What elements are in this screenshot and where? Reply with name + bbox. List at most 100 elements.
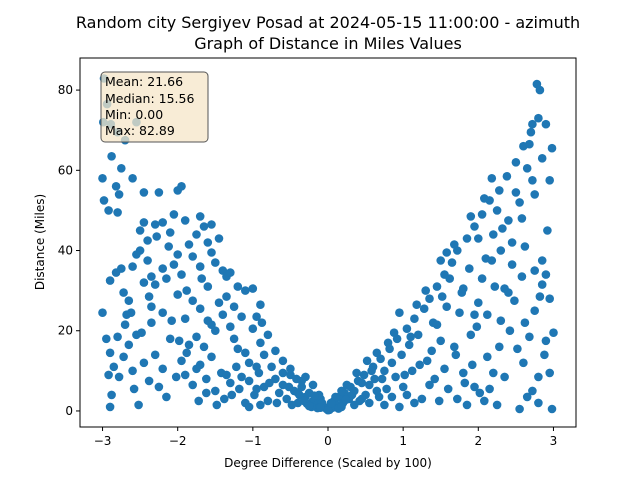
data-point (222, 292, 231, 301)
data-point (98, 308, 107, 318)
data-point (537, 280, 547, 289)
data-point (135, 226, 145, 235)
data-point (459, 284, 468, 293)
data-point (199, 222, 209, 231)
data-point (525, 139, 534, 149)
data-point (162, 392, 171, 402)
data-point (352, 368, 361, 378)
data-point (128, 366, 137, 376)
data-point (169, 260, 179, 269)
data-point (391, 372, 400, 382)
data-point (474, 234, 483, 243)
data-point (271, 346, 280, 356)
data-point (359, 370, 369, 380)
data-point (154, 382, 164, 392)
chart-title-line1: Random city Sergiyev Posad at 2024-05-15… (76, 13, 580, 32)
data-point (139, 188, 149, 197)
data-point (194, 396, 203, 406)
data-point (124, 296, 134, 306)
data-point (107, 390, 116, 400)
data-point (154, 188, 164, 197)
data-point (105, 276, 115, 285)
data-point (263, 396, 273, 406)
stats-box-background (100, 71, 209, 143)
data-point (323, 405, 333, 415)
data-points (98, 74, 558, 415)
data-point (387, 392, 397, 402)
stats-max: Max: 82.89 (105, 123, 175, 138)
data-point (483, 310, 492, 320)
data-point (114, 372, 124, 382)
data-point (233, 344, 243, 354)
data-point (410, 314, 419, 324)
data-point (522, 392, 532, 402)
data-point (517, 272, 527, 281)
data-point (480, 194, 489, 203)
data-point (150, 220, 160, 229)
data-point (380, 400, 389, 410)
data-point (299, 396, 309, 406)
data-point (286, 364, 295, 374)
data-point (450, 342, 459, 352)
data-point (107, 152, 116, 161)
data-point (158, 364, 167, 374)
data-point (515, 404, 524, 414)
x-tick-label: 2 (474, 434, 482, 448)
data-point (437, 292, 447, 301)
data-point (341, 395, 351, 405)
data-point (267, 362, 276, 372)
data-point (487, 256, 497, 265)
data-point (109, 362, 119, 372)
data-point (474, 298, 483, 308)
data-point (545, 294, 554, 304)
data-point (180, 370, 190, 380)
data-point (430, 374, 440, 384)
data-point (326, 398, 336, 408)
data-point (256, 338, 265, 348)
data-point (241, 286, 250, 295)
data-point (543, 226, 552, 235)
data-point (415, 360, 425, 370)
data-point (244, 402, 254, 412)
data-point (489, 230, 498, 239)
data-point (496, 316, 506, 326)
data-point (119, 288, 128, 297)
data-point (226, 322, 235, 332)
data-point (337, 402, 346, 412)
data-point (404, 340, 414, 350)
data-point (530, 190, 539, 199)
data-point (477, 210, 487, 219)
data-point (545, 368, 554, 378)
data-point (436, 336, 446, 346)
data-point (535, 292, 545, 301)
data-point (470, 382, 479, 392)
data-point (192, 332, 201, 342)
data-point (233, 282, 243, 291)
data-point (144, 376, 154, 386)
data-point (248, 324, 258, 334)
data-point (184, 240, 194, 249)
data-point (310, 391, 319, 401)
data-point (495, 342, 504, 352)
data-point (105, 402, 115, 412)
data-point (468, 360, 477, 370)
data-point (182, 286, 191, 295)
data-point (541, 336, 551, 346)
data-point (293, 388, 303, 398)
data-point (522, 164, 532, 173)
data-point (128, 262, 137, 271)
data-point (257, 318, 267, 328)
data-point (139, 218, 149, 227)
data-point (237, 372, 246, 382)
data-point (182, 348, 191, 358)
data-point (104, 370, 113, 380)
data-point (398, 382, 408, 392)
data-point (165, 334, 175, 344)
data-point (165, 228, 175, 237)
data-point (436, 256, 446, 265)
data-point (432, 320, 442, 330)
data-point (147, 272, 156, 281)
data-point (122, 310, 131, 320)
data-point (483, 352, 492, 362)
